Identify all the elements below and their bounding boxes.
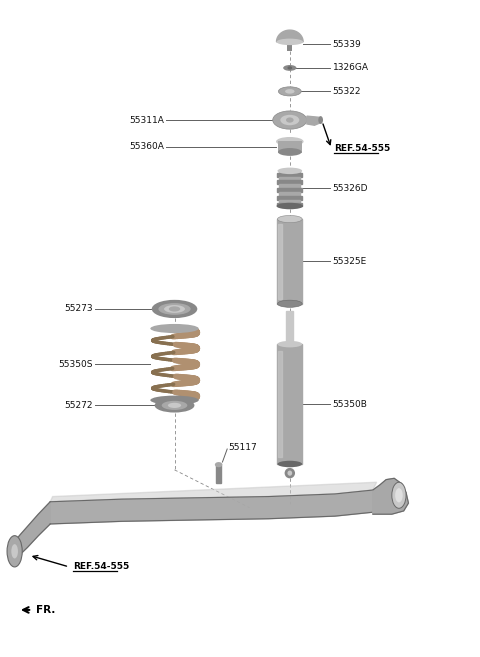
Ellipse shape <box>150 324 199 333</box>
Text: 55350B: 55350B <box>333 399 367 409</box>
Text: 55360A: 55360A <box>129 143 164 151</box>
Polygon shape <box>277 180 302 184</box>
Text: 55273: 55273 <box>64 304 93 313</box>
Polygon shape <box>50 490 373 524</box>
Polygon shape <box>277 173 302 177</box>
Ellipse shape <box>277 168 302 174</box>
Ellipse shape <box>7 535 22 567</box>
Ellipse shape <box>215 462 222 467</box>
Ellipse shape <box>286 118 294 123</box>
Polygon shape <box>277 219 302 304</box>
Text: 55272: 55272 <box>64 401 93 410</box>
Ellipse shape <box>278 148 301 156</box>
Polygon shape <box>287 311 293 344</box>
Ellipse shape <box>285 89 295 94</box>
Ellipse shape <box>278 87 301 96</box>
Polygon shape <box>14 502 50 560</box>
Polygon shape <box>277 196 302 200</box>
Ellipse shape <box>277 215 302 223</box>
Ellipse shape <box>277 300 302 307</box>
Ellipse shape <box>168 403 181 408</box>
Polygon shape <box>279 177 300 180</box>
Text: 55322: 55322 <box>333 87 361 96</box>
Text: 55117: 55117 <box>228 443 257 452</box>
Text: 55339: 55339 <box>333 40 361 49</box>
Bar <box>278 141 301 152</box>
Polygon shape <box>279 200 300 204</box>
Ellipse shape <box>288 470 292 476</box>
Ellipse shape <box>276 39 303 45</box>
Polygon shape <box>277 344 302 464</box>
Ellipse shape <box>150 396 199 405</box>
Text: REF.54-555: REF.54-555 <box>73 562 129 572</box>
Polygon shape <box>373 478 408 514</box>
Bar <box>288 43 292 51</box>
Ellipse shape <box>288 66 292 70</box>
Ellipse shape <box>280 115 300 125</box>
Ellipse shape <box>273 111 307 129</box>
Polygon shape <box>279 171 300 173</box>
Polygon shape <box>277 204 302 206</box>
Ellipse shape <box>155 398 194 413</box>
Polygon shape <box>279 184 300 188</box>
Text: FR.: FR. <box>36 605 55 615</box>
Ellipse shape <box>169 306 180 311</box>
Ellipse shape <box>276 137 303 146</box>
Ellipse shape <box>277 461 302 467</box>
Ellipse shape <box>276 203 303 210</box>
Text: REF.54-555: REF.54-555 <box>334 144 390 153</box>
Polygon shape <box>276 30 303 42</box>
Polygon shape <box>277 188 302 192</box>
Polygon shape <box>278 224 282 298</box>
Ellipse shape <box>162 401 187 410</box>
Ellipse shape <box>277 341 302 348</box>
Ellipse shape <box>318 116 323 124</box>
Ellipse shape <box>392 482 406 509</box>
Ellipse shape <box>158 303 191 315</box>
Ellipse shape <box>164 305 185 313</box>
Text: 55326D: 55326D <box>333 184 368 193</box>
Polygon shape <box>307 116 321 125</box>
Ellipse shape <box>285 468 295 478</box>
Ellipse shape <box>12 544 18 558</box>
Polygon shape <box>216 464 221 483</box>
Text: 1326GA: 1326GA <box>333 64 369 72</box>
Ellipse shape <box>152 300 197 318</box>
Polygon shape <box>50 482 377 502</box>
Ellipse shape <box>283 65 297 71</box>
Polygon shape <box>278 351 282 457</box>
Text: 55311A: 55311A <box>129 116 164 125</box>
Polygon shape <box>279 192 300 196</box>
Text: 55350S: 55350S <box>59 360 93 369</box>
Text: 55325E: 55325E <box>333 257 367 266</box>
Ellipse shape <box>395 488 403 503</box>
